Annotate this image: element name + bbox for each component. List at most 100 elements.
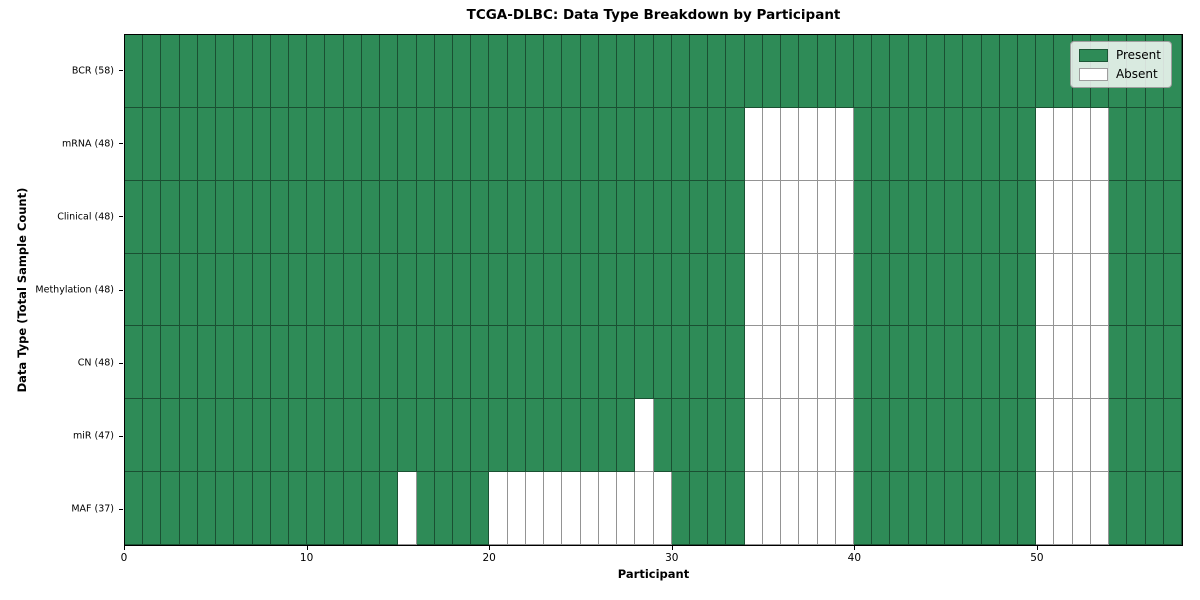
- heatmap-cell: [1163, 472, 1182, 545]
- heatmap-cell: [1036, 326, 1055, 400]
- heatmap-cell: [1072, 472, 1091, 545]
- heatmap-cell: [1054, 107, 1073, 181]
- heatmap-cell: [125, 180, 144, 254]
- heatmap-cell: [1145, 253, 1164, 327]
- heatmap-cell: [617, 35, 636, 108]
- heatmap-cell: [999, 35, 1018, 108]
- heatmap-cell: [453, 35, 472, 108]
- heatmap-cell: [853, 326, 873, 400]
- heatmap-cell: [872, 180, 891, 254]
- heatmap-cell: [689, 35, 709, 108]
- xtick-label: 30: [665, 552, 679, 564]
- heatmap-cell: [726, 35, 745, 108]
- heatmap-cell: [143, 399, 162, 473]
- heatmap-cell: [671, 35, 690, 108]
- heatmap-cell: [835, 107, 854, 181]
- xtick-mark: [489, 546, 491, 550]
- heatmap-cell: [143, 253, 162, 327]
- heatmap-cell: [799, 399, 818, 473]
- heatmap-cell: [999, 326, 1018, 400]
- heatmap-cell: [270, 399, 290, 473]
- heatmap-cell: [471, 180, 490, 254]
- heatmap-cell: [799, 326, 818, 400]
- heatmap-cell: [689, 399, 709, 473]
- heatmap-cell: [908, 35, 927, 108]
- heatmap-cell: [562, 107, 581, 181]
- xtick-label: 40: [847, 552, 862, 564]
- heatmap-cell: [689, 107, 709, 181]
- heatmap-cell: [252, 326, 271, 400]
- heatmap-cell: [307, 107, 326, 181]
- heatmap-cell: [1072, 107, 1091, 181]
- heatmap-cell: [671, 326, 690, 400]
- heatmap-cell: [380, 253, 399, 327]
- heatmap-cell: [945, 180, 964, 254]
- heatmap-cell: [653, 180, 672, 254]
- heatmap-cell: [908, 472, 927, 545]
- heatmap-cell: [1090, 472, 1110, 545]
- heatmap-cell: [726, 326, 745, 400]
- heatmap-cell: [434, 326, 454, 400]
- heatmap-cell: [817, 180, 836, 254]
- heatmap-cell: [325, 107, 344, 181]
- heatmap-cell: [1109, 399, 1128, 473]
- heatmap-cell: [671, 253, 690, 327]
- heatmap-cell: [981, 253, 1000, 327]
- ytick-mark: [119, 435, 123, 437]
- heatmap-cell: [197, 35, 217, 108]
- heatmap-cell: [1163, 326, 1182, 400]
- xtick-mark: [854, 546, 856, 550]
- heatmap-cell: [890, 35, 909, 108]
- heatmap-cell: [544, 35, 563, 108]
- heatmap-cell: [197, 472, 217, 545]
- heatmap-cell: [1127, 107, 1146, 181]
- heatmap-cell: [890, 472, 909, 545]
- heatmap-cell: [708, 35, 727, 108]
- heatmap-cell: [252, 399, 271, 473]
- heatmap-cell: [289, 253, 308, 327]
- heatmap-cell: [981, 180, 1000, 254]
- heatmap-cell: [471, 35, 490, 108]
- heatmap-cell: [1036, 107, 1055, 181]
- heatmap-cell: [380, 107, 399, 181]
- heatmap-cell: [580, 253, 599, 327]
- heatmap-cell: [398, 399, 417, 473]
- heatmap-cell: [580, 472, 599, 545]
- heatmap-cell: [453, 472, 472, 545]
- heatmap-cell: [307, 399, 326, 473]
- heatmap-cell: [926, 180, 946, 254]
- heatmap-cell: [289, 399, 308, 473]
- heatmap-cell: [197, 180, 217, 254]
- heatmap-cell: [489, 35, 508, 108]
- heatmap-cell: [343, 472, 362, 545]
- heatmap-cell: [799, 107, 818, 181]
- heatmap-cell: [1017, 253, 1037, 327]
- heatmap-cell: [1054, 399, 1073, 473]
- ytick-mark: [119, 70, 123, 72]
- heatmap-cell: [762, 253, 782, 327]
- heatmap-cell: [361, 472, 381, 545]
- xtick-mark: [124, 546, 125, 550]
- heatmap-cell: [216, 472, 235, 545]
- heatmap-cell: [544, 399, 563, 473]
- heatmap-cell: [744, 180, 763, 254]
- heatmap-cell: [289, 107, 308, 181]
- heatmap-cell: [689, 180, 709, 254]
- heatmap-cell: [926, 253, 946, 327]
- heatmap-cell: [598, 399, 618, 473]
- heatmap-cell: [471, 326, 490, 400]
- heatmap-cell: [161, 253, 180, 327]
- heatmap-cell: [1090, 326, 1110, 400]
- heatmap-cell: [708, 180, 727, 254]
- heatmap-cell: [125, 399, 144, 473]
- heatmap-cell: [999, 180, 1018, 254]
- heatmap-cell: [908, 180, 927, 254]
- heatmap-cell: [525, 326, 545, 400]
- heatmap-cell: [507, 253, 526, 327]
- heatmap-cell: [1127, 180, 1146, 254]
- heatmap-cell: [945, 326, 964, 400]
- heatmap-cell: [708, 399, 727, 473]
- heatmap-cell: [161, 107, 180, 181]
- heatmap-cell: [343, 107, 362, 181]
- heatmap-cell: [926, 326, 946, 400]
